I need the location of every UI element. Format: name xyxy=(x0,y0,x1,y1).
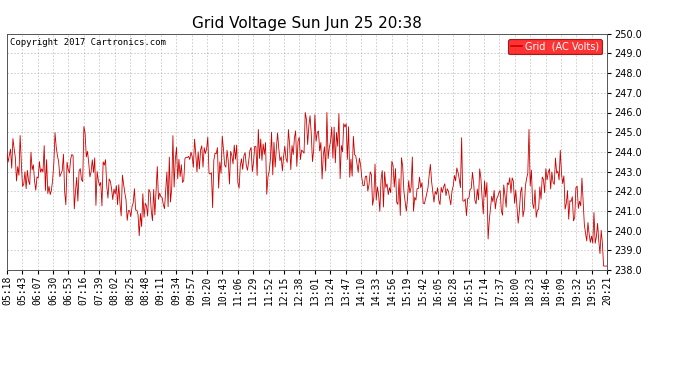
Text: Copyright 2017 Cartronics.com: Copyright 2017 Cartronics.com xyxy=(10,39,166,48)
Title: Grid Voltage Sun Jun 25 20:38: Grid Voltage Sun Jun 25 20:38 xyxy=(192,16,422,31)
Legend: Grid  (AC Volts): Grid (AC Volts) xyxy=(508,39,602,54)
